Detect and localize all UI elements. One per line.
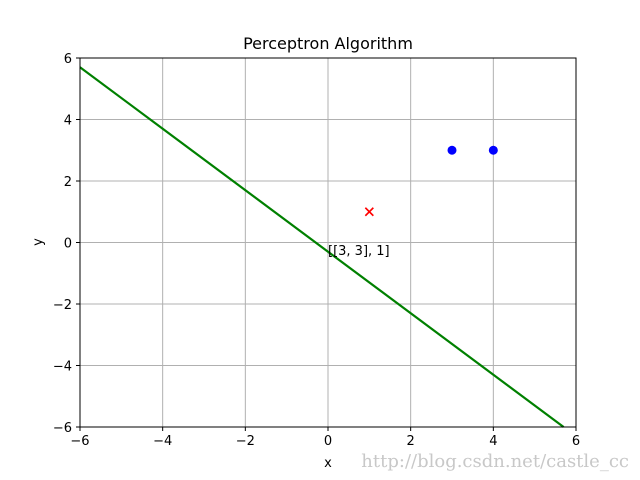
data-points (364, 145, 498, 217)
x-tick-label: 0 (324, 434, 332, 449)
chart-title: Perceptron Algorithm (243, 34, 413, 53)
axis-ticks: −6 −4 −2 0 2 4 6 −6 −4 −2 0 2 4 6 (53, 52, 580, 449)
point-circle (447, 145, 457, 155)
x-tick-label: −2 (236, 434, 255, 449)
y-tick-label: −4 (53, 360, 72, 375)
annotations: [[3, 3], 1] (328, 244, 390, 259)
grid (79, 57, 577, 428)
point-x (364, 207, 374, 217)
boundary-line (79, 66, 565, 428)
y-tick-label: −6 (53, 421, 72, 436)
x-tick-label: 4 (489, 434, 497, 449)
y-tick-label: 2 (64, 175, 72, 190)
y-tick-label: −2 (53, 298, 72, 313)
y-axis-label: y (31, 238, 46, 246)
point-circle (488, 145, 498, 155)
y-tick-label: 0 (64, 237, 72, 252)
annotation-label: [[3, 3], 1] (328, 244, 390, 259)
x-axis-label: x (324, 456, 332, 471)
y-tick-label: 6 (64, 52, 72, 67)
x-tick-label: 6 (572, 434, 580, 449)
x-tick-label: 2 (407, 434, 415, 449)
y-tick-label: 4 (64, 114, 72, 129)
x-tick-label: −4 (153, 434, 172, 449)
watermark: http://blog.csdn.net/castle_cc (361, 451, 629, 472)
x-tick-label: −6 (70, 434, 89, 449)
point-x-stroke (364, 207, 374, 217)
decision-boundary (79, 66, 565, 428)
